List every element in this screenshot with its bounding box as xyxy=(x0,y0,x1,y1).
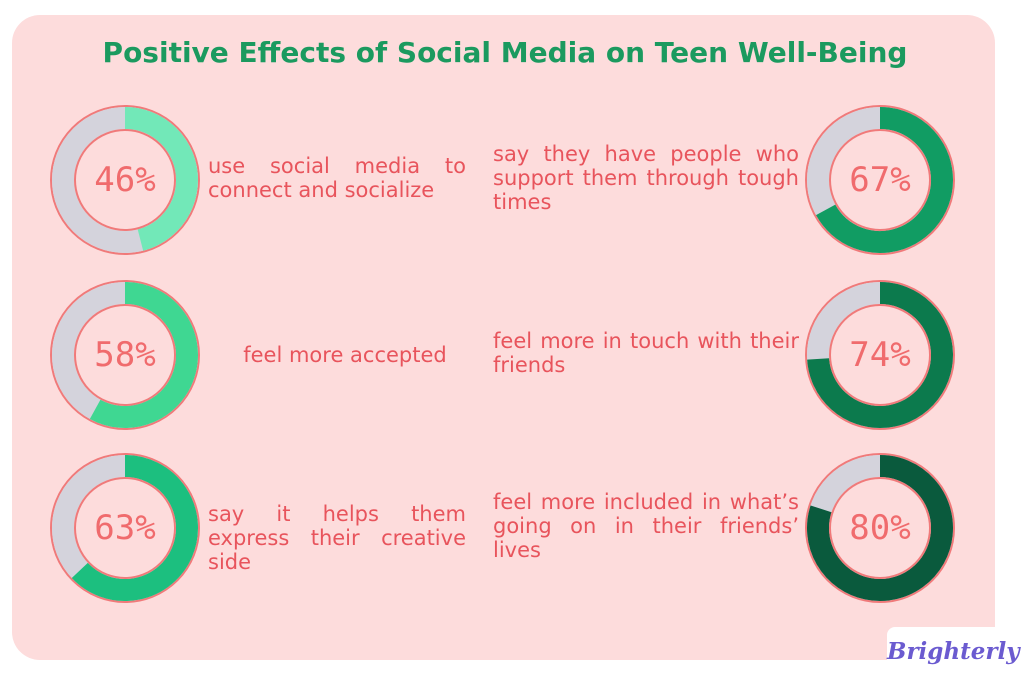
percent-label: 67% xyxy=(849,160,910,200)
logo: Brighterly xyxy=(887,627,1020,673)
caption: feel more included in what’s going on in… xyxy=(493,490,799,562)
donut-inner xyxy=(74,129,176,231)
donut-arc xyxy=(124,107,198,251)
donut-inner xyxy=(829,304,931,406)
donut-inner xyxy=(74,304,176,406)
title: Positive Effects of Social Media on Teen… xyxy=(102,36,908,69)
percent-label: 80% xyxy=(849,508,910,548)
donut-arc xyxy=(816,107,953,253)
percent-label: 74% xyxy=(849,335,910,375)
percent-label: 46% xyxy=(94,160,155,200)
caption: say it helps them express their creative… xyxy=(208,502,466,574)
donut-arc xyxy=(807,455,953,601)
percent-label: 63% xyxy=(94,508,155,548)
donut-inner xyxy=(829,477,931,579)
caption: feel more in touch with their friends xyxy=(493,329,799,377)
donut-arc xyxy=(807,282,953,428)
caption: say they have people who support them th… xyxy=(493,142,799,214)
caption: feel more accepted xyxy=(243,343,447,367)
donut-inner xyxy=(74,477,176,579)
card xyxy=(12,15,995,660)
donut-arc xyxy=(71,455,198,601)
percent-label: 58% xyxy=(94,335,155,375)
caption: use social media to connect and socializ… xyxy=(208,154,466,202)
donut-arc xyxy=(89,282,198,428)
donut-inner xyxy=(829,129,931,231)
